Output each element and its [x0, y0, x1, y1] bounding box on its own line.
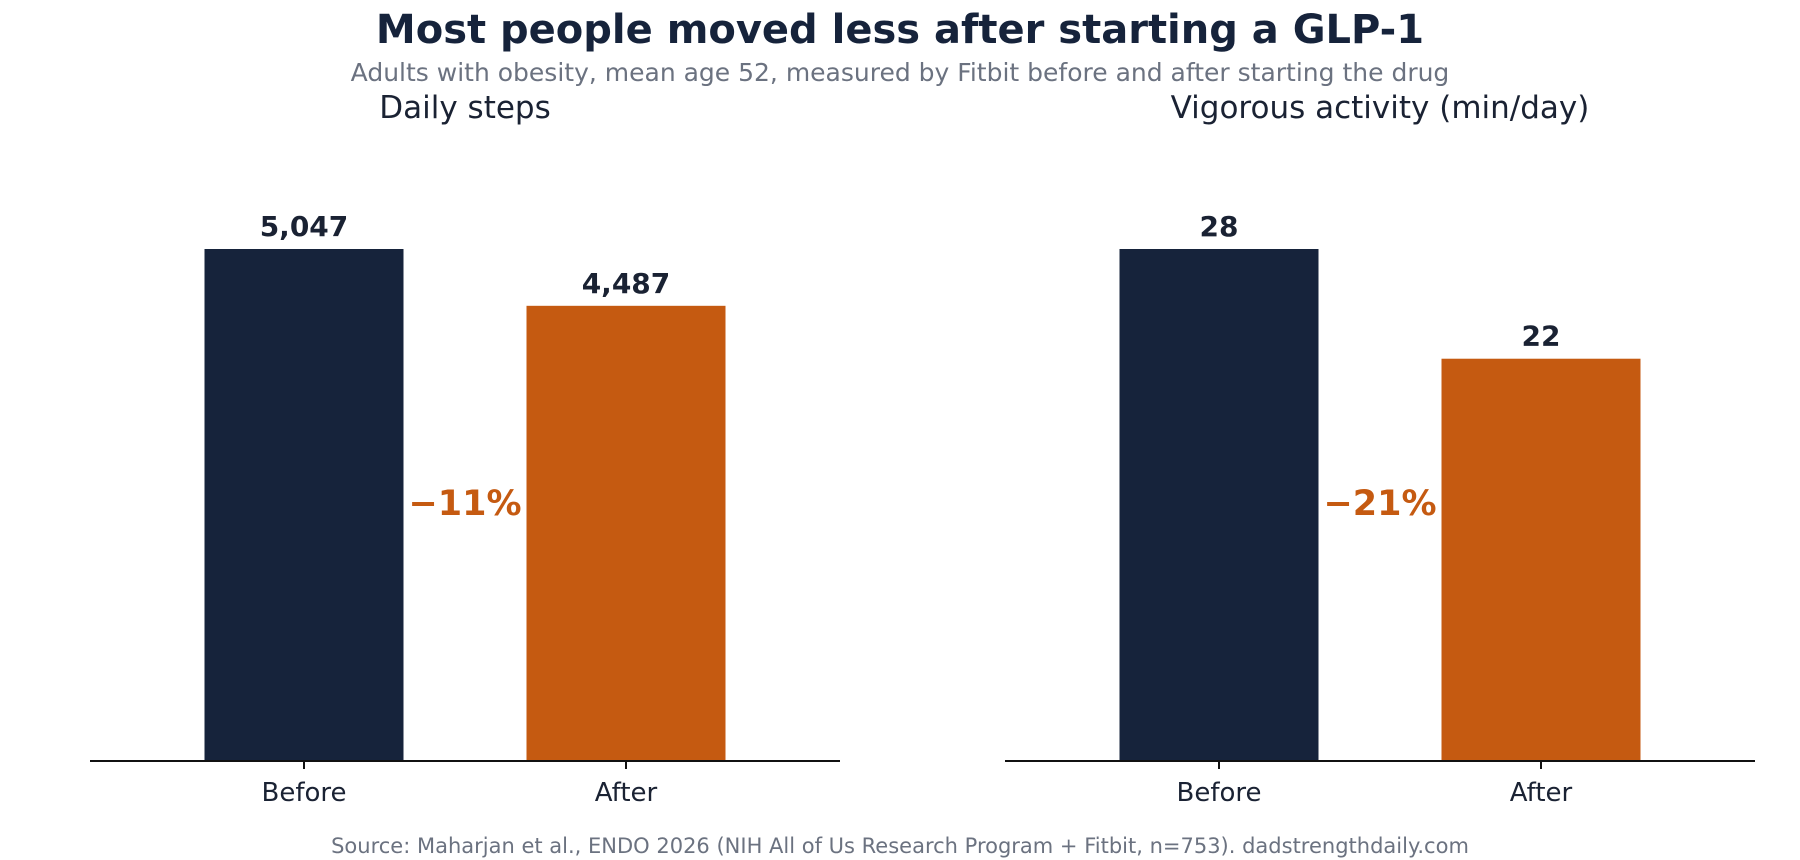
- bar-after: [1441, 358, 1641, 761]
- x-tick-label: After: [595, 778, 658, 808]
- bar-before: [204, 249, 404, 761]
- panel-daily-steps: Daily steps 5,047 4,487 Before After −11%: [90, 90, 840, 808]
- x-tick-label: After: [1510, 778, 1573, 808]
- value-label: 22: [1522, 320, 1561, 353]
- chart-subtitle: Adults with obesity, mean age 52, measur…: [351, 58, 1450, 87]
- source-note: Source: Maharjan et al., ENDO 2026 (NIH …: [331, 834, 1469, 858]
- bar-before: [1119, 249, 1319, 761]
- percent-change-label: −21%: [1323, 484, 1436, 524]
- chart-title: Most people moved less after starting a …: [376, 7, 1424, 53]
- panel-title: Vigorous activity (min/day): [1171, 90, 1590, 126]
- x-tick-label: Before: [261, 778, 346, 808]
- x-tick-label: Before: [1176, 778, 1261, 808]
- value-label: 5,047: [260, 210, 349, 243]
- bar-after: [526, 305, 726, 761]
- percent-change-label: −11%: [408, 484, 521, 524]
- panel-vigorous-activity: Vigorous activity (min/day) 28 22 Before Af…: [1005, 90, 1755, 808]
- panel-title: Daily steps: [379, 90, 551, 126]
- value-label: 4,487: [582, 267, 671, 300]
- value-label: 28: [1200, 210, 1239, 243]
